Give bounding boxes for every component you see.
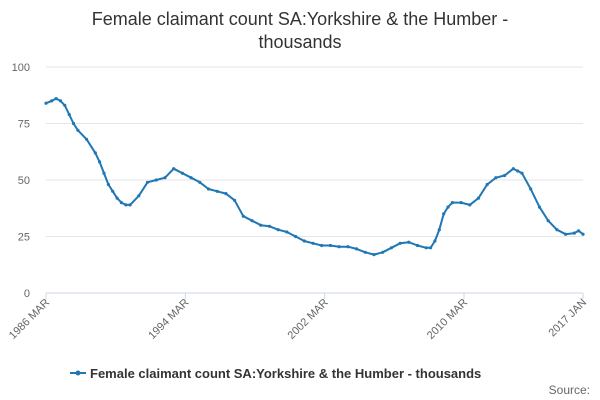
data-point[interactable] bbox=[44, 101, 48, 105]
data-point[interactable] bbox=[381, 250, 385, 254]
data-point[interactable] bbox=[58, 99, 63, 103]
data-point[interactable] bbox=[76, 128, 80, 132]
data-point[interactable] bbox=[224, 192, 228, 196]
data-point[interactable] bbox=[137, 194, 141, 198]
x-tick-label: 1986 MAR bbox=[7, 297, 52, 342]
y-tick-label: 75 bbox=[18, 119, 30, 131]
y-tick-label: 50 bbox=[18, 175, 30, 187]
data-point[interactable] bbox=[320, 243, 324, 248]
x-tick-label: 2002 MAR bbox=[286, 297, 331, 342]
data-point[interactable] bbox=[572, 231, 576, 235]
data-point[interactable] bbox=[476, 196, 481, 200]
data-point[interactable] bbox=[259, 223, 263, 227]
source-label: Source: bbox=[549, 383, 590, 397]
chart-title-line-2: thousands bbox=[258, 32, 341, 52]
x-tick-label: 1994 MAR bbox=[146, 297, 191, 342]
y-tick-label: 100 bbox=[12, 62, 30, 74]
data-point[interactable] bbox=[163, 176, 167, 180]
data-point[interactable] bbox=[128, 203, 132, 207]
y-tick-label: 0 bbox=[24, 288, 30, 300]
data-point[interactable] bbox=[189, 176, 193, 180]
grid-lines bbox=[46, 66, 583, 237]
data-point[interactable] bbox=[106, 182, 110, 187]
data-point[interactable] bbox=[433, 239, 437, 243]
data-point[interactable] bbox=[442, 212, 446, 216]
data-point[interactable] bbox=[98, 160, 102, 164]
data-point[interactable] bbox=[437, 228, 441, 232]
data-point[interactable] bbox=[529, 187, 533, 191]
data-point[interactable] bbox=[555, 228, 559, 232]
legend-swatch-marker bbox=[75, 370, 81, 376]
data-point[interactable] bbox=[546, 219, 550, 223]
data-point[interactable] bbox=[63, 103, 67, 107]
data-point[interactable] bbox=[446, 205, 450, 209]
data-point[interactable] bbox=[285, 230, 289, 234]
data-point[interactable] bbox=[215, 189, 219, 193]
data-point[interactable] bbox=[241, 214, 245, 218]
x-axis-ticks bbox=[45, 293, 584, 299]
series-female-claimant-count bbox=[44, 97, 585, 257]
series-line bbox=[45, 97, 584, 256]
data-point[interactable] bbox=[124, 203, 128, 207]
data-point[interactable] bbox=[71, 121, 76, 126]
data-point[interactable] bbox=[577, 229, 581, 233]
data-point[interactable] bbox=[459, 201, 463, 205]
data-point[interactable] bbox=[50, 99, 54, 103]
data-point[interactable] bbox=[429, 246, 433, 250]
data-point[interactable] bbox=[468, 203, 472, 207]
data-point[interactable] bbox=[276, 228, 280, 232]
data-point[interactable] bbox=[93, 151, 97, 155]
data-point[interactable] bbox=[111, 189, 115, 193]
data-point[interactable] bbox=[520, 171, 524, 175]
data-point[interactable] bbox=[85, 137, 89, 141]
data-point[interactable] bbox=[372, 253, 376, 257]
y-tick-label: 25 bbox=[18, 232, 30, 244]
data-point[interactable] bbox=[511, 167, 515, 171]
legend-item-label[interactable]: Female claimant count SA:Yorkshire & the… bbox=[90, 366, 481, 381]
x-tick-label: 2010 MAR bbox=[425, 297, 470, 342]
data-point[interactable] bbox=[206, 187, 211, 191]
data-point[interactable] bbox=[154, 178, 158, 182]
data-point[interactable] bbox=[363, 250, 367, 254]
x-axis-tick-labels: 1986 MAR 1994 MAR 2002 MAR 2010 MAR 2017… bbox=[7, 297, 589, 342]
data-point[interactable] bbox=[302, 239, 306, 243]
chart-title-line-1: Female claimant count SA:Yorkshire & the… bbox=[92, 9, 509, 29]
y-axis-tick-labels: 0 25 50 75 100 bbox=[12, 62, 30, 300]
data-point[interactable] bbox=[172, 167, 176, 171]
series-points bbox=[44, 97, 585, 257]
data-point[interactable] bbox=[503, 173, 507, 178]
data-point[interactable] bbox=[346, 245, 350, 249]
data-point[interactable] bbox=[328, 243, 332, 248]
data-point[interactable] bbox=[250, 219, 254, 223]
data-point[interactable] bbox=[67, 112, 71, 117]
x-tick-label: 2017 JAN bbox=[546, 297, 589, 340]
data-point[interactable] bbox=[294, 234, 298, 239]
data-point[interactable] bbox=[355, 247, 359, 251]
data-point[interactable] bbox=[424, 246, 428, 250]
legend[interactable]: Female claimant count SA:Yorkshire & the… bbox=[70, 366, 481, 381]
data-point[interactable] bbox=[267, 224, 272, 228]
data-point[interactable] bbox=[54, 97, 58, 101]
data-point[interactable] bbox=[180, 171, 184, 175]
data-point[interactable] bbox=[145, 180, 150, 184]
data-point[interactable] bbox=[119, 201, 123, 205]
data-point[interactable] bbox=[407, 240, 411, 244]
data-point[interactable] bbox=[115, 196, 119, 200]
data-point[interactable] bbox=[398, 241, 402, 245]
data-point[interactable] bbox=[537, 205, 542, 209]
data-point[interactable] bbox=[102, 171, 106, 175]
data-point[interactable] bbox=[485, 182, 489, 187]
data-point[interactable] bbox=[581, 232, 585, 236]
data-point[interactable] bbox=[198, 180, 202, 184]
data-point[interactable] bbox=[450, 201, 454, 205]
data-point[interactable] bbox=[337, 245, 341, 249]
data-point[interactable] bbox=[311, 241, 315, 245]
data-point[interactable] bbox=[516, 169, 520, 173]
data-point[interactable] bbox=[233, 198, 237, 202]
data-point[interactable] bbox=[494, 176, 498, 180]
data-point[interactable] bbox=[389, 246, 393, 250]
data-point[interactable] bbox=[415, 243, 420, 248]
data-point[interactable] bbox=[564, 232, 568, 236]
